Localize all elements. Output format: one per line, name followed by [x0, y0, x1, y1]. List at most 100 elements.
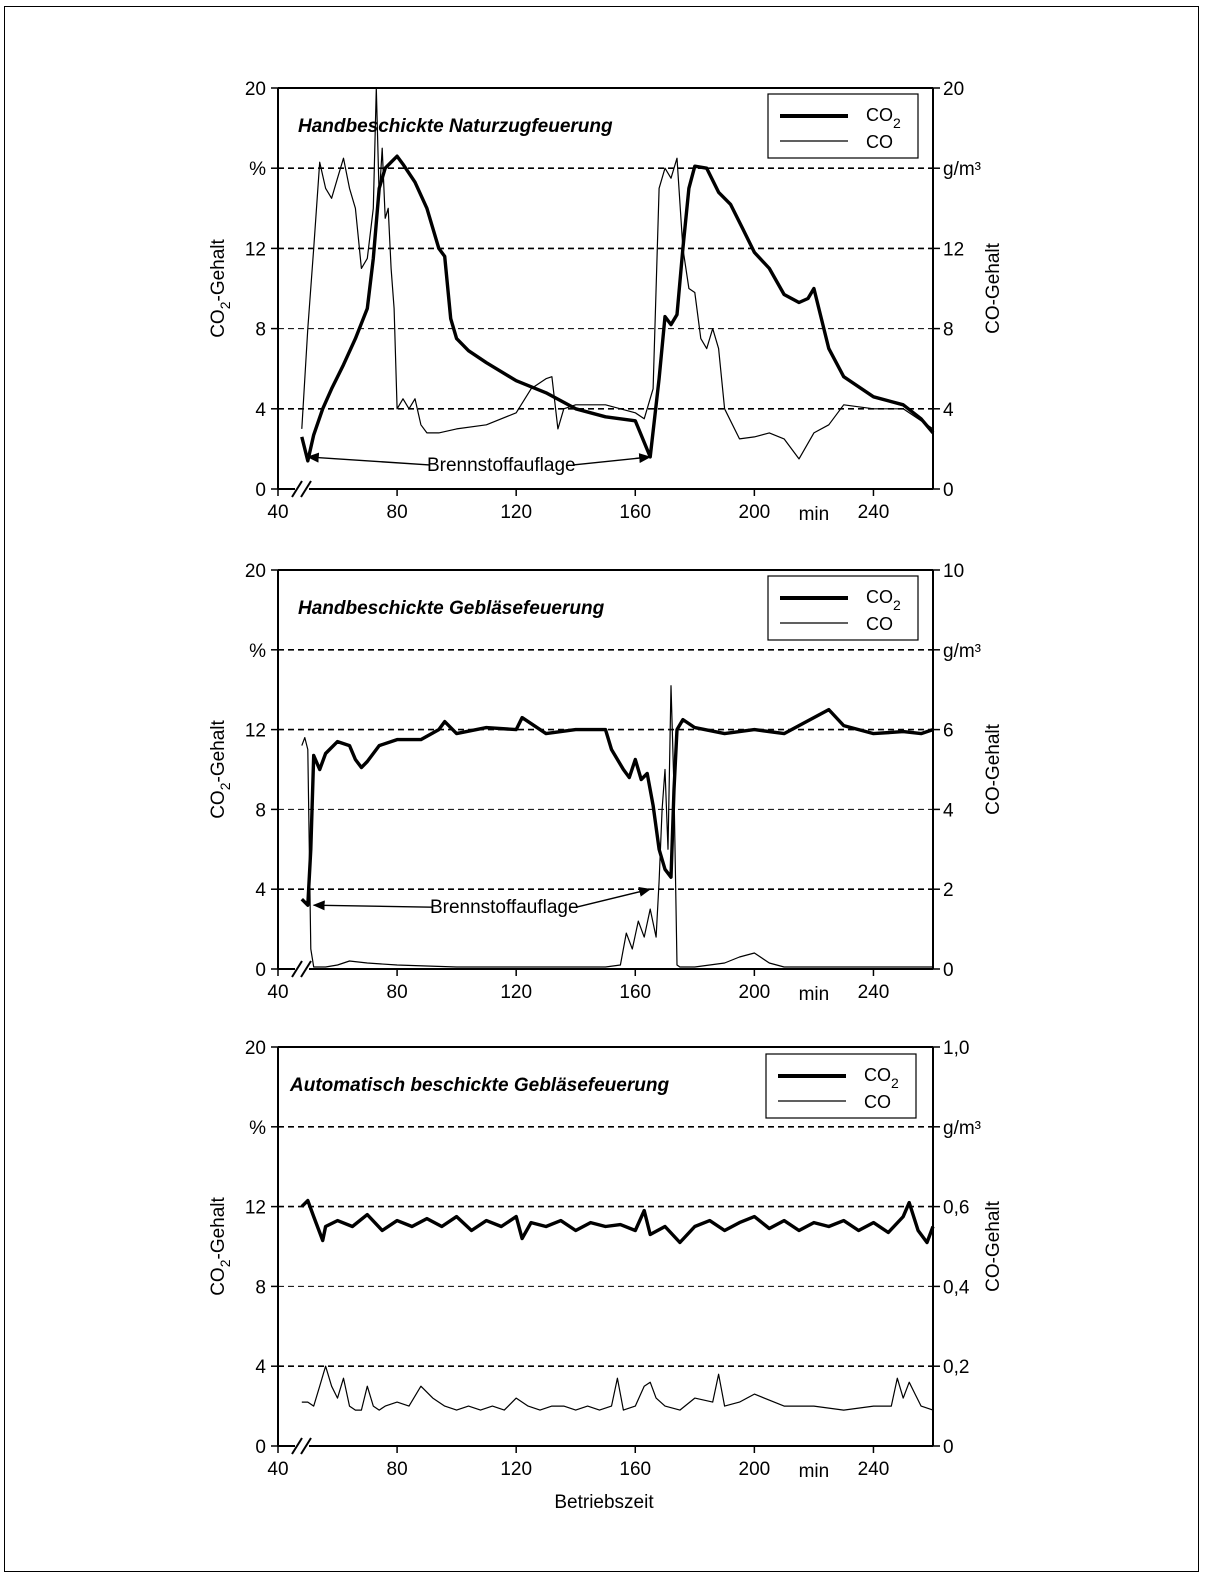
- right-tick-label: 0: [943, 1437, 954, 1458]
- annotation-label: Brennstoffauflage: [427, 455, 576, 476]
- left-tick-label: 0: [255, 480, 266, 501]
- series-line-co2: [300, 154, 935, 463]
- x-tick-label: 120: [500, 502, 532, 523]
- figure-frame: [4, 6, 1199, 1572]
- x-tick-label: 120: [500, 1459, 532, 1480]
- left-tick-label: 8: [255, 320, 266, 341]
- left-tick-label: 12: [245, 239, 266, 260]
- left-y-axis-label: CO2-Gehalt: [208, 1196, 233, 1295]
- right-tick-label: 4: [943, 800, 954, 821]
- left-tick-label: 0: [255, 1437, 266, 1458]
- annotation-arrow: [573, 453, 652, 466]
- x-tick-label: 160: [619, 982, 651, 1003]
- x-tick-label: 120: [500, 982, 532, 1003]
- left-tick-label: 12: [245, 721, 266, 742]
- axis-break-mark: [300, 1437, 312, 1455]
- axis-break-mark: [300, 480, 312, 498]
- x-tick-label: 160: [619, 1459, 651, 1480]
- left-tick-label: 20: [245, 1038, 266, 1059]
- chart-title: Automatisch beschickte Gebläsefeuerung: [289, 1075, 669, 1096]
- axis-break-mark: [300, 960, 312, 978]
- annotation-label: Brennstoffauflage: [430, 897, 579, 918]
- x-tick-label: 40: [267, 1459, 288, 1480]
- series-line-co2: [300, 1198, 935, 1245]
- right-tick-label: 0,6: [943, 1198, 969, 1219]
- x-tick-label: 40: [267, 502, 288, 523]
- right-tick-label: 8: [943, 320, 954, 341]
- left-tick-label: 8: [255, 1277, 266, 1298]
- left-tick-label: 12: [245, 1198, 266, 1219]
- legend-box: [765, 1053, 917, 1119]
- legend-label-co2: CO2: [866, 587, 901, 613]
- right-y-axis-label: CO-Gehalt: [983, 723, 1004, 815]
- x-tick-label: 40: [267, 982, 288, 1003]
- right-tick-label: 4: [943, 400, 954, 421]
- x-tick-label: 80: [387, 1459, 408, 1480]
- right-tick-label: 12: [943, 239, 964, 260]
- annotation-arrow: [576, 886, 652, 908]
- legend-label-co: CO: [866, 614, 893, 634]
- chart-panel-2: 0 0 4 2 8 4 12 6% g/m³ 20 10 40 80 120 160 200 240 min CO2…: [208, 561, 1004, 1005]
- legend-label-co: CO: [866, 132, 893, 152]
- right-tick-label: 20: [943, 79, 964, 100]
- right-y-axis-label: CO-Gehalt: [983, 242, 1004, 334]
- x-unit-label: min: [799, 984, 830, 1005]
- annotation-arrow: [306, 452, 430, 466]
- legend-box: [767, 93, 919, 159]
- left-tick-label: %: [249, 159, 266, 180]
- series-line-co: [301, 87, 934, 460]
- right-tick-label: 6: [943, 721, 954, 742]
- x-tick-label: 240: [858, 1459, 890, 1480]
- right-tick-label: 0: [943, 960, 954, 981]
- x-tick-label: 80: [387, 982, 408, 1003]
- right-tick-label: 2: [943, 880, 954, 901]
- x-unit-label: min: [799, 504, 830, 525]
- left-tick-label: 4: [255, 880, 266, 901]
- axis-break-mark: [291, 960, 303, 978]
- annotation-arrow: [312, 900, 433, 911]
- left-y-axis-label: CO2-Gehalt: [208, 719, 233, 818]
- legend-label-co2: CO2: [864, 1065, 899, 1091]
- left-tick-label: 20: [245, 79, 266, 100]
- left-y-axis-label: CO2-Gehalt: [208, 238, 233, 337]
- right-tick-label: 0,2: [943, 1357, 969, 1378]
- right-tick-label: 0: [943, 480, 954, 501]
- right-tick-label: g/m³: [943, 159, 981, 180]
- left-tick-label: %: [249, 641, 266, 662]
- legend-label-co2: CO2: [866, 105, 901, 131]
- x-tick-label: 240: [858, 502, 890, 523]
- left-tick-label: 8: [255, 800, 266, 821]
- series-line-co: [301, 1365, 934, 1411]
- axis-break-mark: [291, 1437, 303, 1455]
- right-tick-label: 1,0: [943, 1038, 969, 1059]
- x-unit-label: min: [799, 1461, 830, 1482]
- x-tick-label: 200: [739, 1459, 771, 1480]
- left-tick-label: 4: [255, 1357, 266, 1378]
- axis-break-mark: [291, 480, 303, 498]
- x-tick-label: 200: [739, 502, 771, 523]
- x-tick-label: 160: [619, 502, 651, 523]
- chart-title: Handbeschickte Gebläsefeuerung: [298, 598, 605, 619]
- chart-panel-1: 0 0 4 4 8 8 12 12% g/m³ 20 20 40 80 120 160 200 240 min CO…: [208, 79, 1004, 525]
- right-y-axis-label: CO-Gehalt: [983, 1200, 1004, 1292]
- x-tick-label: 240: [858, 982, 890, 1003]
- right-tick-label: g/m³: [943, 641, 981, 662]
- series-line-co2: [300, 707, 934, 907]
- x-axis-label: Betriebszeit: [554, 1492, 654, 1513]
- chart-panel-3: 0 0 4 0,2 8 0,4 12 0,6% g/m³ 20 1,0 40 80 120 160 200 24…: [208, 1038, 1004, 1482]
- right-tick-label: g/m³: [943, 1118, 981, 1139]
- chart-title: Handbeschickte Naturzugfeuerung: [298, 116, 613, 137]
- x-tick-label: 200: [739, 982, 771, 1003]
- left-tick-label: 4: [255, 400, 266, 421]
- x-tick-label: 80: [387, 502, 408, 523]
- left-tick-label: 0: [255, 960, 266, 981]
- legend-box: [767, 575, 919, 641]
- left-tick-label: %: [249, 1118, 266, 1139]
- series-line-co: [301, 685, 933, 968]
- right-tick-label: 10: [943, 561, 964, 582]
- legend-label-co: CO: [864, 1092, 891, 1112]
